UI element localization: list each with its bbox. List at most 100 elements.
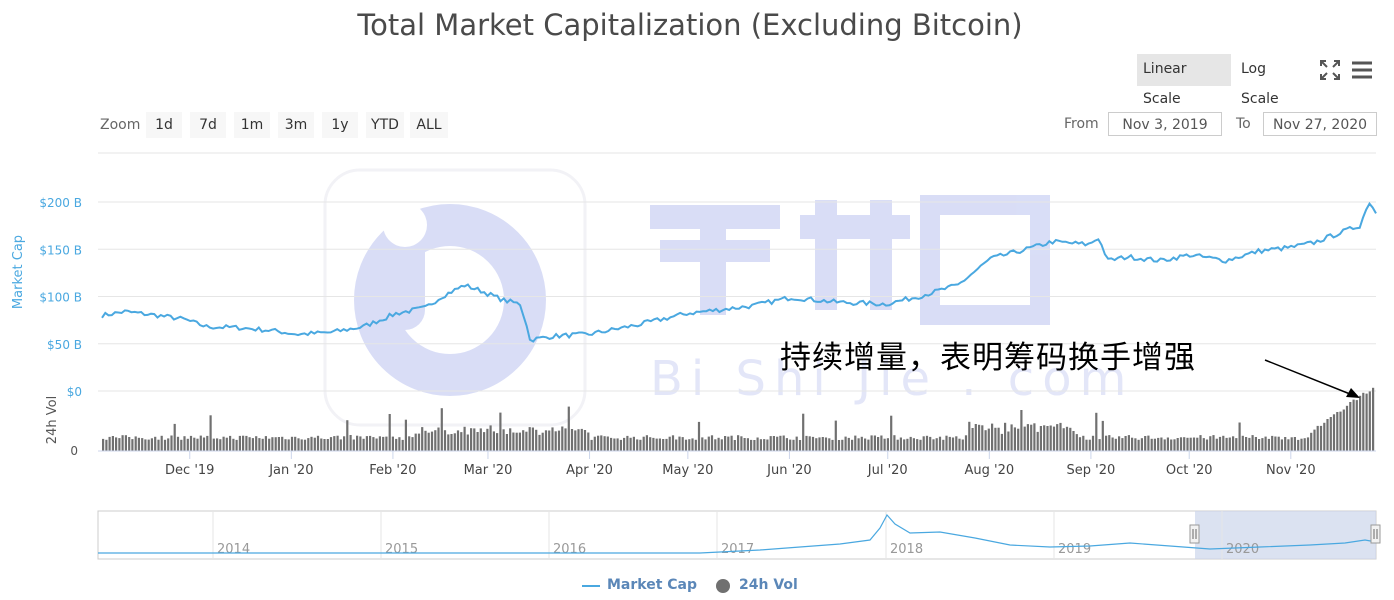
volume-bar	[118, 438, 121, 451]
volume-bar	[248, 437, 251, 451]
volume-bar	[1140, 438, 1143, 451]
volume-bar	[417, 433, 421, 451]
volume-bar	[1046, 426, 1049, 451]
volume-bar	[1144, 436, 1147, 451]
market-cap-series-line	[101, 201, 1377, 343]
volume-bar	[714, 439, 717, 451]
volume-axis-title: 24h Vol	[45, 396, 60, 444]
volume-bar	[401, 439, 404, 451]
volume-bar	[890, 415, 893, 451]
volume-bar	[600, 435, 603, 451]
volume-bar	[170, 435, 173, 451]
fullscreen-icon[interactable]	[1318, 58, 1342, 82]
volume-bar	[847, 437, 850, 451]
navigator-series-line	[98, 513, 1377, 554]
y-tick-label: $200 B	[39, 196, 82, 210]
volume-bar	[1303, 438, 1306, 451]
volume-bar	[395, 438, 398, 451]
zoom-button-ytd[interactable]: YTD	[366, 112, 404, 138]
svg-text:Bi Shi Jie . com: Bi Shi Jie . com	[650, 351, 1134, 407]
volume-bar	[1280, 439, 1283, 451]
from-date-input[interactable]: Nov 3, 2019	[1108, 112, 1222, 136]
volume-bar	[336, 435, 339, 451]
volume-bar	[854, 435, 857, 451]
volume-bar	[727, 436, 730, 451]
to-date-input[interactable]: Nov 27, 2020	[1263, 112, 1377, 136]
volume-bar	[662, 439, 665, 451]
volume-bar	[811, 436, 815, 451]
zoom-button-3m[interactable]: 3m	[278, 112, 314, 138]
volume-bar	[1310, 432, 1313, 451]
x-tick-label: Sep '20	[1067, 463, 1116, 478]
x-tick-label: Nov '20	[1266, 463, 1316, 478]
volume-bar	[824, 437, 828, 451]
volume-bar	[746, 438, 749, 451]
volume-bar	[1274, 436, 1277, 451]
volume-bar	[1153, 438, 1156, 451]
zoom-button-7d[interactable]: 7d	[190, 112, 226, 138]
volume-bar	[316, 435, 320, 451]
volume-bar	[606, 436, 609, 451]
volume-bar	[1368, 391, 1371, 451]
volume-bar	[867, 439, 870, 451]
navigator-year-label: 2017	[721, 542, 754, 557]
volume-bar	[837, 440, 841, 451]
x-tick-label: Jul '20	[867, 463, 908, 478]
volume-bar	[303, 439, 307, 451]
zoom-button-1y[interactable]: 1y	[322, 112, 358, 138]
volume-bar	[880, 435, 883, 451]
volume-bar	[1114, 438, 1117, 451]
linear-scale-button[interactable]: Linear Scale	[1137, 54, 1231, 107]
volume-bar	[124, 435, 127, 451]
volume-bar	[206, 435, 209, 451]
volume-bar	[616, 438, 619, 451]
volume-bar	[222, 436, 225, 451]
volume-bar	[785, 438, 788, 451]
volume-bar	[1062, 428, 1065, 451]
zoom-button-all[interactable]: ALL	[410, 112, 448, 138]
volume-bar	[229, 435, 232, 451]
zoom-button-1d[interactable]: 1d	[146, 112, 182, 138]
volume-bar	[544, 430, 548, 451]
volume-bar	[1355, 400, 1358, 451]
volume-bar	[1287, 439, 1290, 451]
volume-bar	[678, 436, 681, 451]
volume-bar	[111, 436, 114, 451]
volume-bar	[284, 439, 287, 451]
volume-bar	[691, 438, 694, 451]
navigator-handle-left[interactable]	[1189, 524, 1200, 544]
volume-bar	[730, 435, 733, 451]
from-label: From	[1064, 116, 1099, 132]
log-scale-button[interactable]: Log Scale	[1241, 61, 1279, 107]
volume-bar	[196, 438, 199, 451]
volume-bar	[372, 437, 375, 451]
volume-bar	[681, 437, 684, 451]
navigator-selected-range[interactable]	[1195, 511, 1376, 559]
menu-icon[interactable]	[1350, 58, 1374, 82]
volume-bar	[492, 431, 495, 451]
legend-24h-vol[interactable]: 24h Vol	[739, 577, 798, 593]
legend-market-cap[interactable]: Market Cap	[607, 577, 698, 593]
y-tick-label: $50 B	[47, 338, 82, 352]
volume-bar	[697, 421, 701, 451]
navigator-handle-right[interactable]	[1370, 524, 1381, 544]
volume-bar	[307, 438, 310, 451]
navigator[interactable]: 2014 2015 2016 2017 2018 2019 2020	[97, 510, 1381, 560]
volume-bar	[1202, 438, 1205, 451]
volume-bar	[574, 430, 577, 451]
volume-bar	[1277, 436, 1280, 451]
volume-bar	[916, 439, 919, 451]
volume-bar	[1036, 431, 1039, 451]
volume-bar	[1056, 424, 1059, 451]
volume-bar	[632, 436, 635, 451]
volume-bar	[1271, 435, 1274, 451]
volume-bar	[414, 433, 417, 451]
volume-bar	[144, 439, 147, 451]
volume-bar	[1101, 420, 1104, 451]
x-tick-label: Dec '19	[165, 463, 214, 478]
volume-bar	[453, 433, 456, 451]
volume-bar	[313, 437, 316, 451]
volume-bar	[1297, 439, 1300, 451]
zoom-button-1m[interactable]: 1m	[234, 112, 270, 138]
